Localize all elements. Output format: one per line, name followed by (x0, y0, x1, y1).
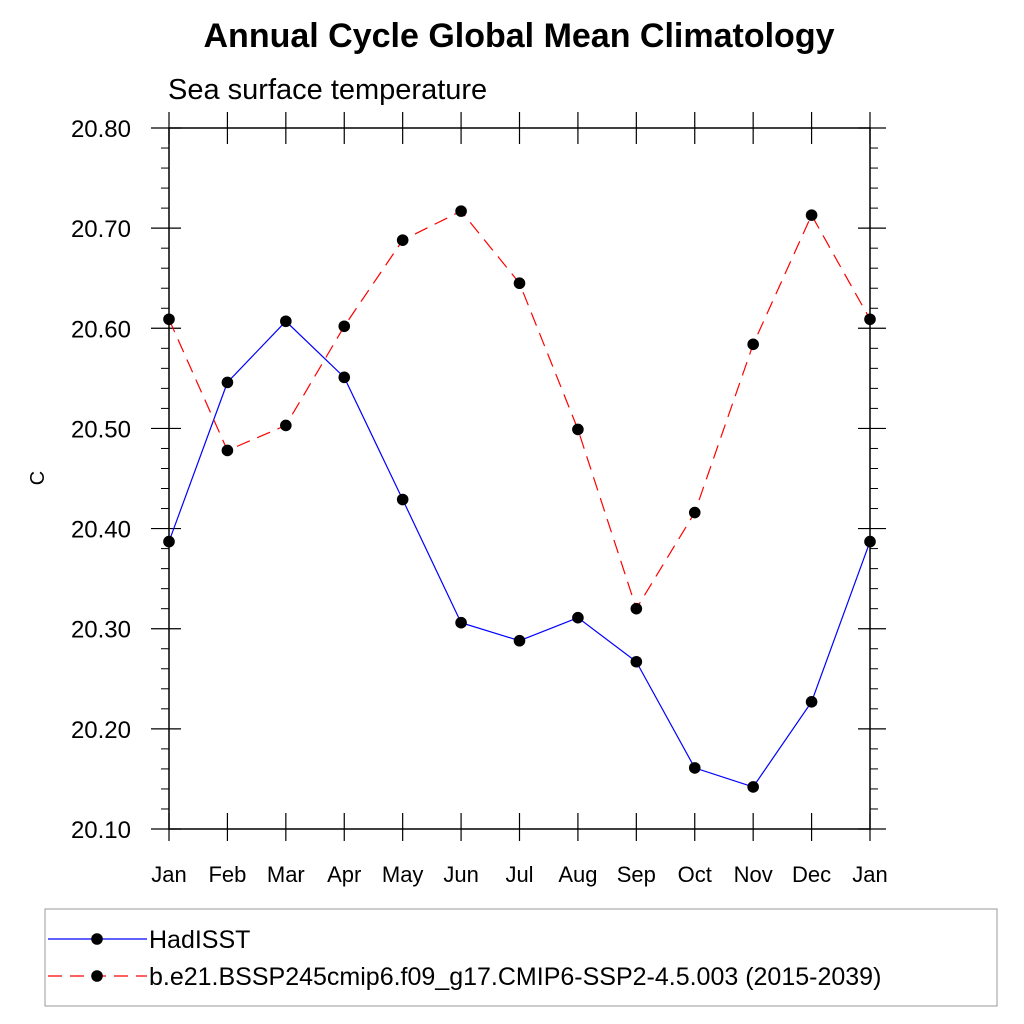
plot-frame (168, 127, 871, 830)
series-2-point (747, 338, 759, 351)
x-tick-label: Apr (327, 862, 361, 887)
series-2-point (572, 423, 584, 436)
legend-label-2: b.e21.BSSP245cmip6.f09_g17.CMIP6-SSP2-4.… (149, 963, 881, 991)
x-tick-label: Dec (792, 862, 831, 887)
series-2-point (805, 209, 818, 221)
series-line-1 (168, 320, 871, 788)
x-tick-label: Nov (734, 862, 773, 887)
series-1-point (572, 611, 584, 624)
series-2-point (513, 277, 526, 290)
x-tick-label: May (382, 862, 424, 887)
x-tick-label: Feb (208, 862, 246, 887)
series-1-point (513, 634, 526, 647)
x-tick-label: Jan (151, 862, 186, 887)
series-1-point (221, 376, 234, 389)
x-tick-label: Mar (267, 862, 305, 887)
series-2-point (396, 234, 409, 246)
series-1-point (280, 315, 292, 328)
legend-marker-2 (91, 970, 103, 982)
y-tick-label: 20.40 (71, 517, 131, 544)
y-tick-label: 20.70 (71, 216, 131, 243)
chart-title: Annual Cycle Global Mean Climatology (204, 17, 835, 55)
series-1-point (805, 696, 818, 708)
legend-label-1: HadISST (149, 926, 250, 954)
y-tick-label: 20.30 (71, 617, 131, 644)
x-tick-label: Aug (558, 862, 597, 887)
series-2-point (688, 506, 701, 519)
y-tick-label: 20.80 (71, 116, 131, 143)
series-2-point (630, 602, 643, 615)
series-1-point (864, 535, 876, 548)
y-tick-label: 20.10 (71, 817, 131, 844)
x-tick-label: Sep (617, 862, 656, 887)
series-1-point (747, 781, 759, 793)
legend-box (44, 908, 998, 1007)
series-2-point (338, 320, 351, 333)
series-2-point (163, 313, 175, 326)
series-2-point (455, 205, 467, 217)
x-tick-label: Jun (443, 862, 478, 887)
series-1-point (396, 493, 409, 506)
series-2-point (864, 313, 876, 326)
y-tick-label: 20.20 (71, 717, 131, 744)
legend: HadISST b.e21.BSSP245cmip6.f09_g17.CMIP6-… (48, 926, 881, 991)
x-tick-label: Jul (505, 862, 533, 887)
x-tick-label: Oct (678, 862, 712, 887)
chart-subtitle: Sea surface temperature (168, 74, 487, 106)
plot-area: 20.10 20.20 20.30 20.40 20.50 20.60 20.70 20.80… (71, 112, 888, 887)
series-1-point (688, 762, 701, 774)
series-1-point (630, 655, 643, 668)
series-1-point (163, 535, 175, 548)
y-tick-label: 20.60 (71, 316, 131, 343)
series-2-point (280, 419, 292, 432)
y-axis-label: C (27, 471, 49, 485)
legend-marker-1 (91, 933, 103, 945)
series-line-2 (168, 210, 871, 611)
series-2-point (221, 444, 234, 457)
y-tick-label: 20.50 (71, 416, 131, 443)
series-1-point (338, 371, 351, 384)
series-1-point (455, 616, 467, 629)
x-tick-label: Jan (852, 862, 887, 887)
